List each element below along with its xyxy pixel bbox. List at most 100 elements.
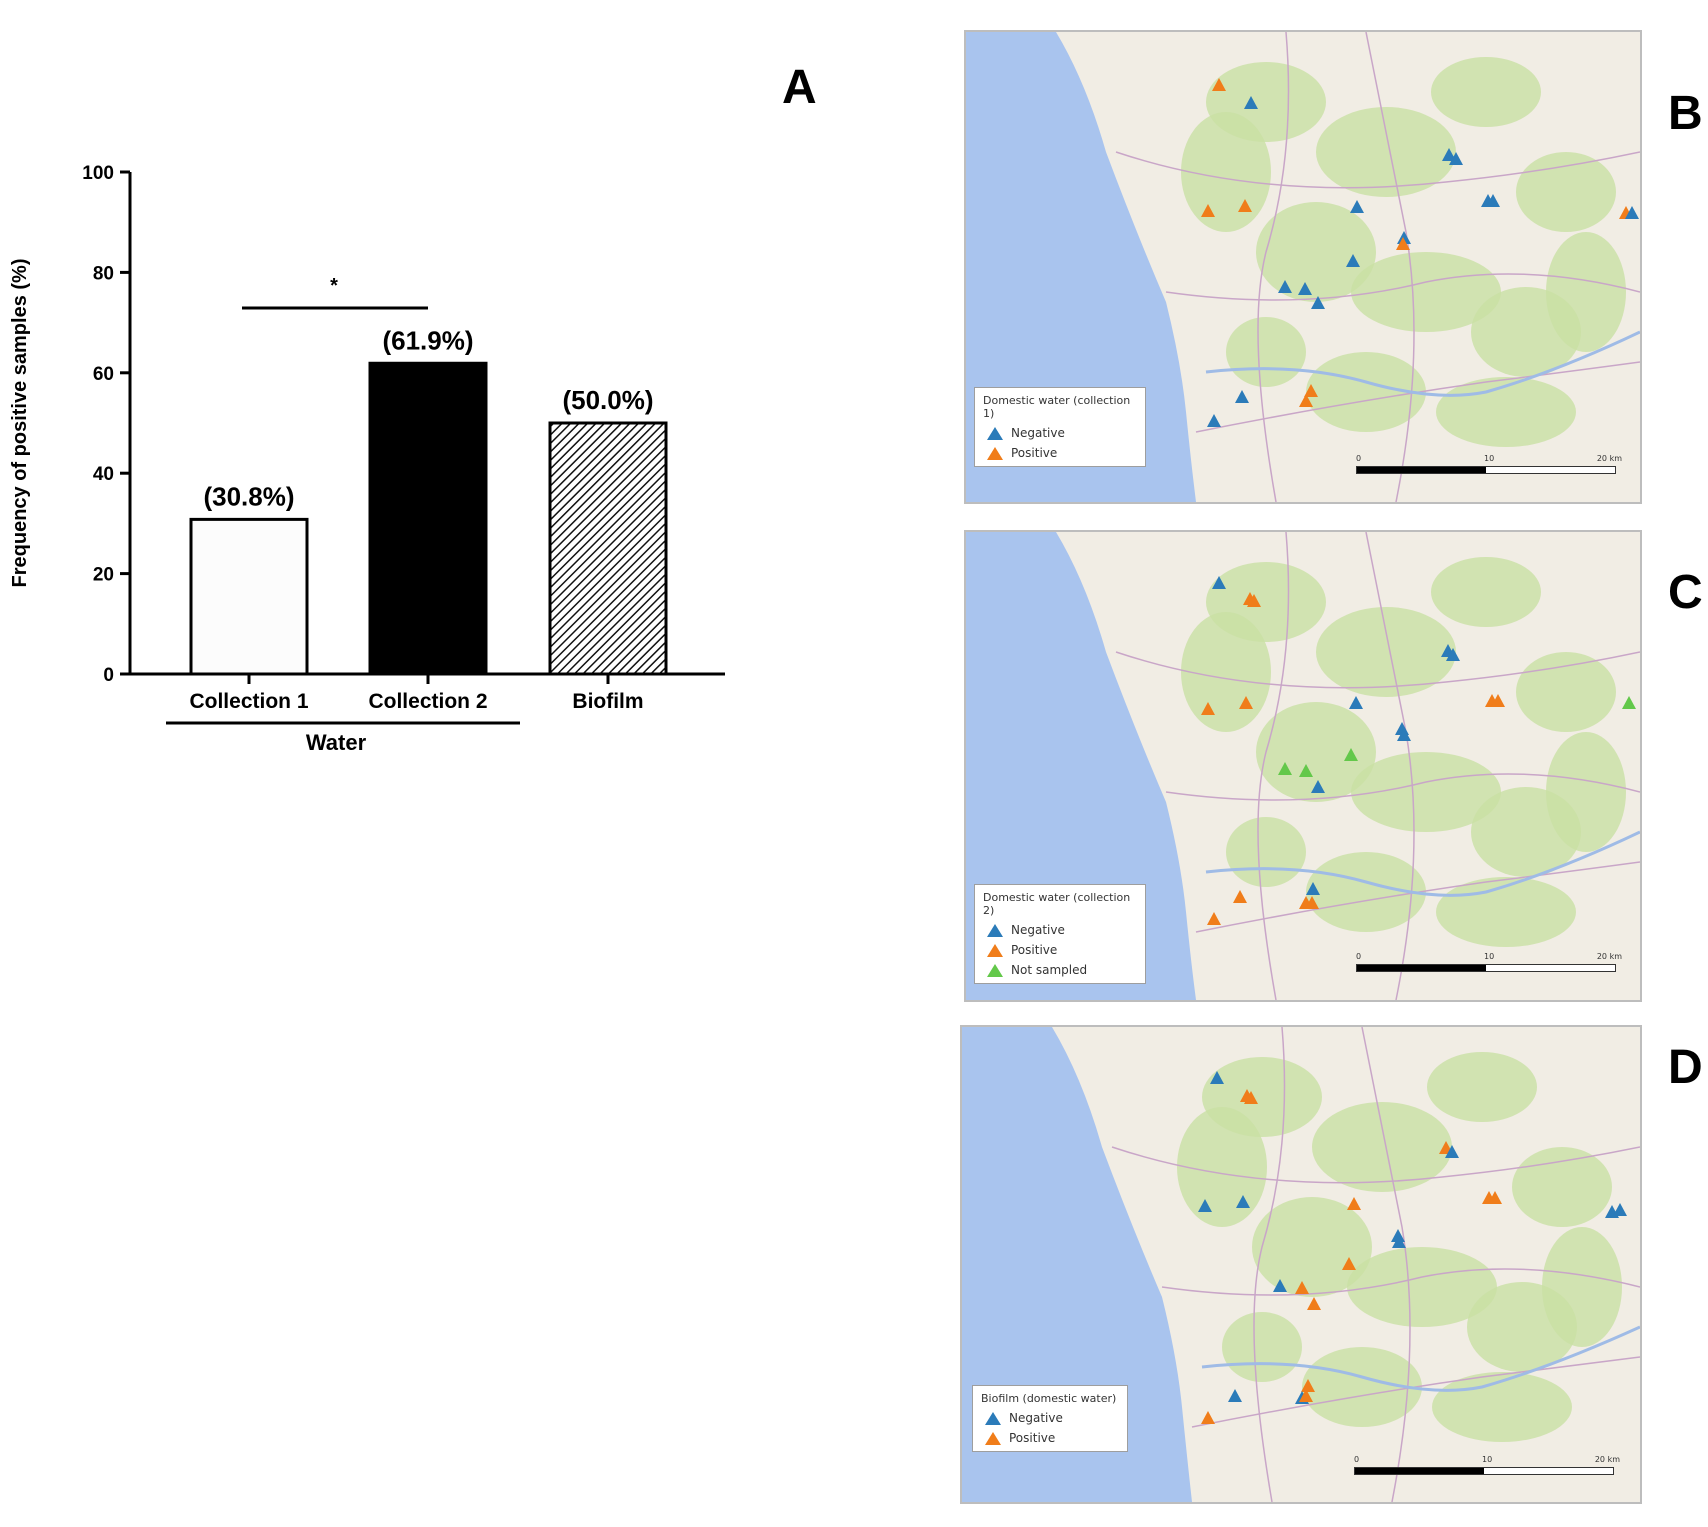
positive-site-marker: [1307, 1297, 1321, 1310]
legend-item-label: Not sampled: [1011, 963, 1088, 977]
bar-collection-2: [368, 361, 488, 676]
legend-title: Domestic water (collection 1): [983, 394, 1131, 420]
negative-site-marker: [1278, 280, 1292, 293]
triangle-marker-icon: [987, 963, 1003, 977]
panel-label-d: D: [1668, 1041, 1703, 1094]
negative-site-marker: [1349, 696, 1363, 709]
triangle-marker-icon: [987, 943, 1003, 957]
scale-bar: 0 10 20 km: [1354, 1455, 1620, 1475]
positive-site-marker: [1212, 78, 1226, 91]
vegetation-area: [1542, 1227, 1622, 1347]
positive-site-marker: [1299, 394, 1313, 407]
positive-site-marker: [1238, 199, 1252, 212]
road: [1365, 32, 1415, 502]
scale-label: 10: [1484, 952, 1495, 961]
scale-label: 0: [1356, 952, 1362, 961]
road: [1253, 1027, 1286, 1502]
vegetation-area: [1546, 232, 1626, 352]
negative-site-marker: [1298, 282, 1312, 295]
x-tick-label: Biofilm: [572, 690, 643, 713]
vegetation-area: [1431, 557, 1541, 627]
vegetation-area: [1351, 752, 1501, 832]
positive-site-marker: [1396, 237, 1410, 250]
legend-title: Biofilm (domestic water): [981, 1392, 1117, 1405]
vegetation-area: [1312, 1102, 1452, 1192]
positive-site-marker: [1488, 1191, 1502, 1204]
not-sampled-site-marker: [1299, 764, 1313, 777]
negative-site-marker: [1306, 882, 1320, 895]
vegetation-area: [1302, 1347, 1422, 1427]
positive-site-marker: [1207, 912, 1221, 925]
negative-site-marker: [1391, 1229, 1405, 1242]
y-tick-label: 0: [103, 665, 114, 686]
map-panel-d: Biofilm (domestic water) Negative Positi…: [960, 1025, 1642, 1504]
group-label-water: Water: [306, 730, 367, 755]
bar-collection-1: [189, 517, 309, 676]
negative-site-marker: [1207, 414, 1221, 427]
road: [1195, 861, 1640, 933]
positive-site-marker: [1244, 1091, 1258, 1104]
map-legend: Domestic water (collection 1) Negative P…: [974, 387, 1146, 467]
scale-label: 10: [1484, 454, 1495, 463]
data-label: (61.9%): [382, 325, 473, 355]
negative-site-marker: [1397, 231, 1411, 244]
negative-site-marker: [1486, 194, 1500, 207]
triangle-marker-icon: [987, 446, 1003, 460]
not-sampled-site-marker: [1622, 696, 1636, 709]
river: [1201, 1325, 1640, 1392]
scale-label: 0: [1354, 1455, 1360, 1464]
significance-marker: *: [330, 275, 338, 297]
negative-site-marker: [1392, 1235, 1406, 1248]
legend-item-label: Negative: [1011, 923, 1065, 937]
y-tick-label: 20: [93, 565, 114, 586]
negative-site-marker: [1210, 1071, 1224, 1084]
negative-site-marker: [1244, 96, 1258, 109]
positive-site-marker: [1247, 594, 1261, 607]
vegetation-area: [1256, 202, 1376, 302]
positive-site-marker: [1347, 1197, 1361, 1210]
road: [1115, 151, 1640, 189]
vegetation-area: [1512, 1147, 1612, 1227]
legend-item-negative: Negative: [987, 426, 1137, 440]
vegetation-area: [1181, 112, 1271, 232]
scale-label: 20 km: [1596, 952, 1622, 961]
legend-title: Domestic water (collection 2): [983, 891, 1131, 917]
negative-site-marker: [1350, 200, 1364, 213]
positive-site-marker: [1299, 1389, 1313, 1402]
road: [1257, 32, 1290, 502]
bar-biofilm: [548, 421, 668, 676]
positive-site-marker: [1201, 702, 1215, 715]
vegetation-area: [1306, 852, 1426, 932]
road: [1165, 773, 1640, 801]
negative-site-marker: [1449, 152, 1463, 165]
map-legend: Biofilm (domestic water) Negative Positi…: [972, 1385, 1128, 1452]
vegetation-area: [1316, 107, 1456, 197]
sea-area: [962, 1027, 1192, 1502]
negative-site-marker: [1446, 648, 1460, 661]
positive-site-marker: [1201, 1411, 1215, 1424]
positive-site-marker: [1305, 896, 1319, 909]
road: [1195, 361, 1640, 433]
road: [1111, 1146, 1640, 1184]
negative-site-marker: [1613, 1203, 1627, 1216]
panel-label-c: C: [1668, 566, 1703, 619]
road: [1361, 1027, 1411, 1502]
negative-site-marker: [1445, 1145, 1459, 1158]
vegetation-area: [1351, 252, 1501, 332]
triangle-marker-icon: [987, 426, 1003, 440]
vegetation-area: [1222, 1312, 1302, 1382]
panel-label-b: B: [1668, 87, 1703, 140]
negative-site-marker: [1235, 390, 1249, 403]
map-terrain: [962, 1027, 1640, 1502]
negative-site-marker: [1346, 254, 1360, 267]
legend-item-negative: Negative: [987, 923, 1137, 937]
legend-item-label: Positive: [1011, 943, 1058, 957]
map-legend: Domestic water (collection 2) Negative P…: [974, 884, 1146, 984]
positive-site-marker: [1304, 384, 1318, 397]
legend-item-positive: Positive: [985, 1431, 1119, 1445]
legend-item-label: Negative: [1009, 1411, 1063, 1425]
negative-site-marker: [1228, 1389, 1242, 1402]
legend-item-positive: Positive: [987, 446, 1137, 460]
positive-site-marker: [1295, 1281, 1309, 1294]
scale-label: 0: [1356, 454, 1362, 463]
